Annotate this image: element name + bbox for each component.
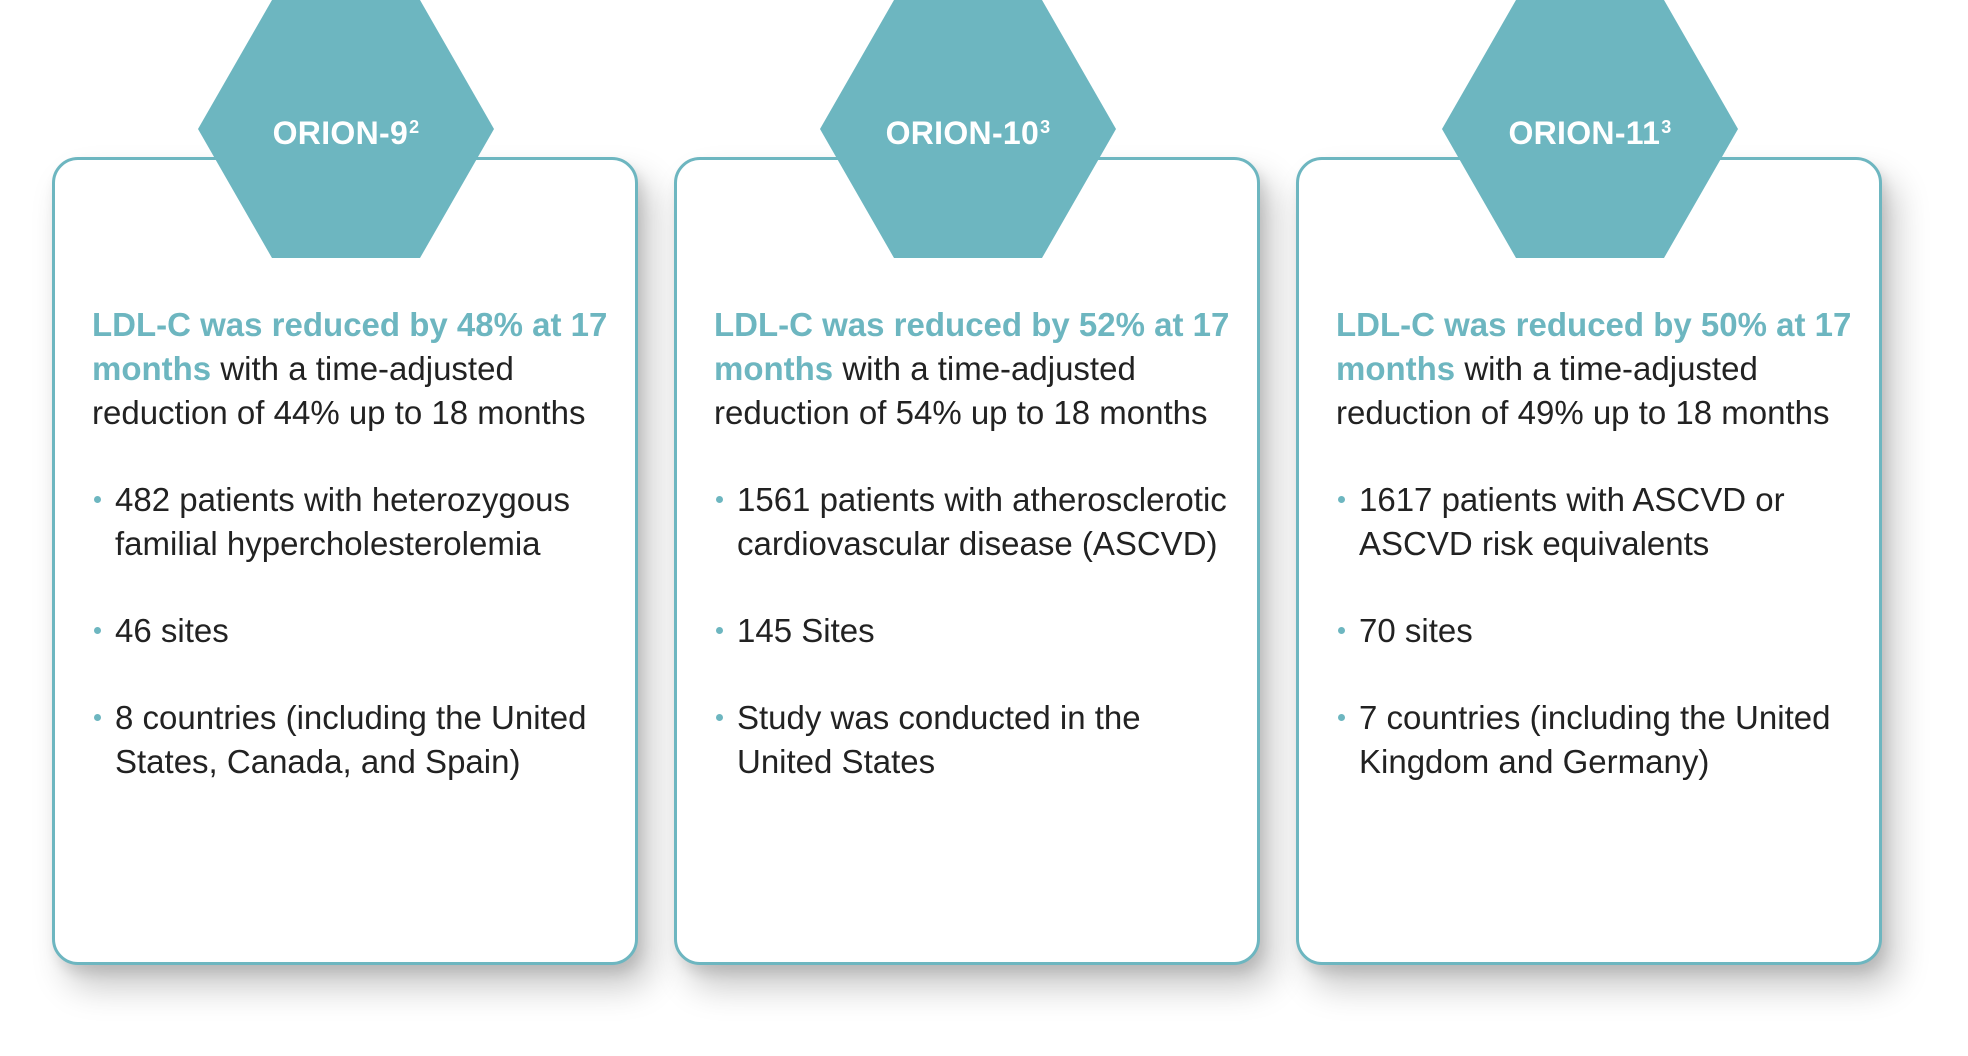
trial-name: ORION-10 <box>885 115 1040 151</box>
trial-name: ORION-11 <box>1508 115 1661 151</box>
trial-badge-orion-9: ORION-92 <box>198 0 494 258</box>
lead-highlight: LDL-C was reduced by 52% at 17 months <box>714 306 1230 387</box>
reference-superscript: 3 <box>1661 117 1672 137</box>
list-item-text: 46 sites <box>115 612 229 649</box>
lead-highlight: LDL-C was reduced by 50% at 17 months <box>1336 306 1852 387</box>
list-item: 482 patients with heterozygous familial … <box>92 478 612 566</box>
list-item-text: 70 sites <box>1359 612 1473 649</box>
reference-superscript: 2 <box>409 117 420 137</box>
bullet-list: 482 patients with heterozygous familial … <box>92 478 612 784</box>
bullet-dot-icon <box>94 496 101 503</box>
list-item-text: 7 countries (including the United Kingdo… <box>1359 699 1831 780</box>
trial-card-orion-11: LDL-C was reduced by 50% at 17 months wi… <box>1296 157 1882 965</box>
trial-title: ORION-113 <box>1442 113 1738 153</box>
hexagon-shape <box>820 0 1116 258</box>
bullet-dot-icon <box>94 714 101 721</box>
bullet-dot-icon <box>1338 496 1345 503</box>
bullet-dot-icon <box>716 496 723 503</box>
lead-statement: LDL-C was reduced by 48% at 17 months wi… <box>92 303 612 435</box>
lead-highlight: LDL-C was reduced by 48% at 17 months <box>92 306 608 387</box>
bullet-list: 1561 patients with atherosclerotic cardi… <box>714 478 1234 784</box>
list-item: 46 sites <box>92 609 612 653</box>
list-item-text: 8 countries (including the United States… <box>115 699 587 780</box>
list-item: 7 countries (including the United Kingdo… <box>1336 696 1856 784</box>
lead-text: with a time-adjusted reduction of 49% up… <box>1336 350 1830 431</box>
list-item: 1617 patients with ASCVD or ASCVD risk e… <box>1336 478 1856 566</box>
trial-name: ORION-9 <box>272 115 409 151</box>
bullet-dot-icon <box>716 714 723 721</box>
list-item: Study was conducted in the United States <box>714 696 1234 784</box>
bullet-dot-icon <box>1338 627 1345 634</box>
card-content: LDL-C was reduced by 50% at 17 months wi… <box>1336 303 1856 827</box>
reference-superscript: 3 <box>1040 117 1051 137</box>
trial-title: ORION-92 <box>198 113 494 153</box>
lead-text: with a time-adjusted reduction of 44% up… <box>92 350 586 431</box>
list-item-text: 145 Sites <box>737 612 875 649</box>
trial-card-orion-10: LDL-C was reduced by 52% at 17 months wi… <box>674 157 1260 965</box>
trial-card-orion-9: LDL-C was reduced by 48% at 17 months wi… <box>52 157 638 965</box>
lead-text: with a time-adjusted reduction of 54% up… <box>714 350 1208 431</box>
bullet-dot-icon <box>94 627 101 634</box>
bullet-dot-icon <box>1338 714 1345 721</box>
list-item: 1561 patients with atherosclerotic cardi… <box>714 478 1234 566</box>
list-item-text: Study was conducted in the United States <box>737 699 1141 780</box>
list-item-text: 482 patients with heterozygous familial … <box>115 481 570 562</box>
bullet-list: 1617 patients with ASCVD or ASCVD risk e… <box>1336 478 1856 784</box>
card-content: LDL-C was reduced by 48% at 17 months wi… <box>92 303 612 827</box>
list-item: 70 sites <box>1336 609 1856 653</box>
lead-statement: LDL-C was reduced by 52% at 17 months wi… <box>714 303 1234 435</box>
trial-badge-orion-10: ORION-103 <box>820 0 1116 258</box>
trial-badge-orion-11: ORION-113 <box>1442 0 1738 258</box>
list-item-text: 1617 patients with ASCVD or ASCVD risk e… <box>1359 481 1785 562</box>
hexagon-shape <box>198 0 494 258</box>
trial-title: ORION-103 <box>820 113 1116 153</box>
list-item: 145 Sites <box>714 609 1234 653</box>
lead-statement: LDL-C was reduced by 50% at 17 months wi… <box>1336 303 1856 435</box>
hexagon-shape <box>1442 0 1738 258</box>
list-item: 8 countries (including the United States… <box>92 696 612 784</box>
card-content: LDL-C was reduced by 52% at 17 months wi… <box>714 303 1234 827</box>
list-item-text: 1561 patients with atherosclerotic cardi… <box>737 481 1227 562</box>
bullet-dot-icon <box>716 627 723 634</box>
